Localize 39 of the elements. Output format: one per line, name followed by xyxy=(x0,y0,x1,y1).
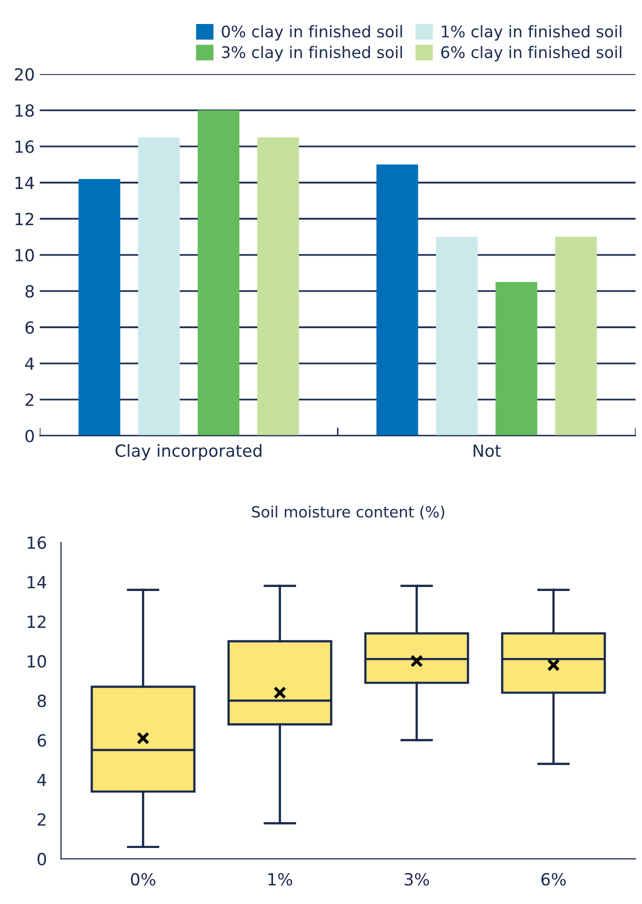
y-tick-label: 12 xyxy=(28,615,46,628)
y-tick-label: 12 xyxy=(16,212,34,226)
bar xyxy=(198,110,240,436)
y-tick-label: 10 xyxy=(16,248,34,262)
y-tick-label: 18 xyxy=(16,104,34,117)
x-tick-label: Clay incorporated xyxy=(116,444,262,460)
y-tick-label: 16 xyxy=(28,536,46,549)
bar xyxy=(555,236,597,436)
legend-label: 3% clay in finished soil xyxy=(222,46,402,62)
legend-label: 1% clay in finished soil xyxy=(442,25,622,41)
y-tick-label: 2 xyxy=(38,813,46,826)
x-tick-label: 0% xyxy=(130,872,156,886)
legend-label: 0% clay in finished soil xyxy=(222,25,402,41)
bar xyxy=(376,164,418,436)
legend-label: 6% clay in finished soil xyxy=(441,46,622,62)
y-tick-label: 16 xyxy=(16,140,34,154)
bar xyxy=(257,137,299,436)
x-tick-label: 6% xyxy=(541,872,566,886)
chart-title: Soil moisture content (%) xyxy=(252,506,444,520)
y-tick-label: 8 xyxy=(25,285,34,298)
y-tick-label: 8 xyxy=(38,694,46,708)
y-tick-label: 14 xyxy=(16,176,34,189)
bar xyxy=(436,236,478,436)
x-tick-label: Not xyxy=(474,444,501,457)
bar xyxy=(138,137,180,436)
y-tick-label: 6 xyxy=(26,321,34,334)
x-tick-label: 1% xyxy=(268,872,292,886)
y-tick-label: 20 xyxy=(14,68,34,81)
y-tick-label: 2 xyxy=(26,394,34,406)
x-tick-label: 3% xyxy=(404,872,429,886)
bar xyxy=(496,282,538,436)
y-tick-label: 0 xyxy=(25,430,34,442)
y-tick-label: 6 xyxy=(38,734,46,747)
bar xyxy=(78,178,120,436)
y-tick-label: 4 xyxy=(37,774,46,786)
y-tick-label: 10 xyxy=(28,655,46,668)
y-tick-label: 4 xyxy=(25,358,34,370)
y-tick-label: 0 xyxy=(38,852,46,866)
y-tick-label: 14 xyxy=(28,576,46,588)
